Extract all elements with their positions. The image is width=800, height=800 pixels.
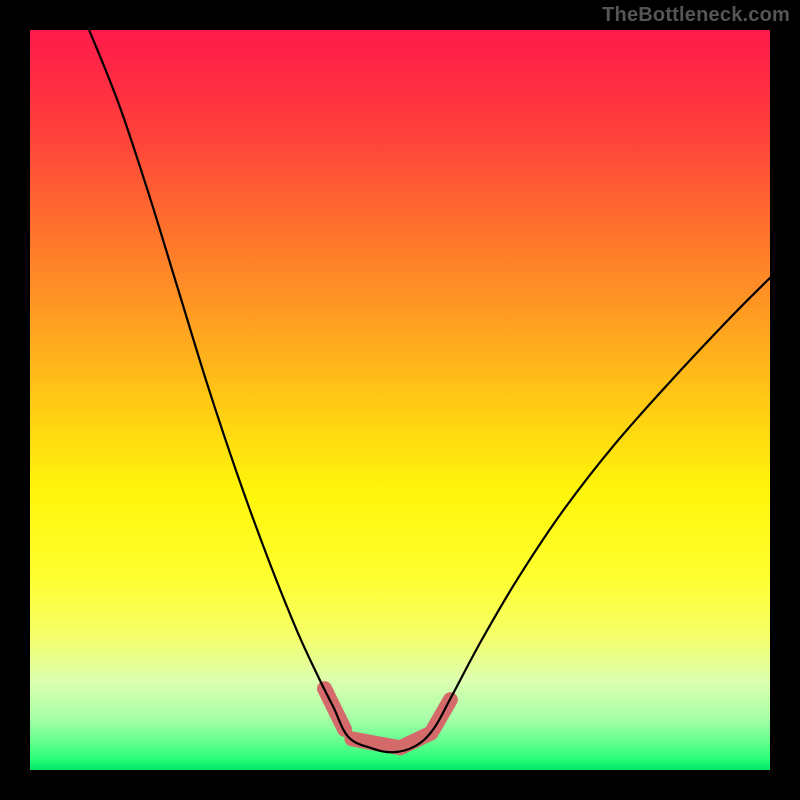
bottleneck-chart	[0, 0, 800, 800]
plot-background	[30, 30, 770, 770]
watermark-label: TheBottleneck.com	[602, 4, 790, 27]
